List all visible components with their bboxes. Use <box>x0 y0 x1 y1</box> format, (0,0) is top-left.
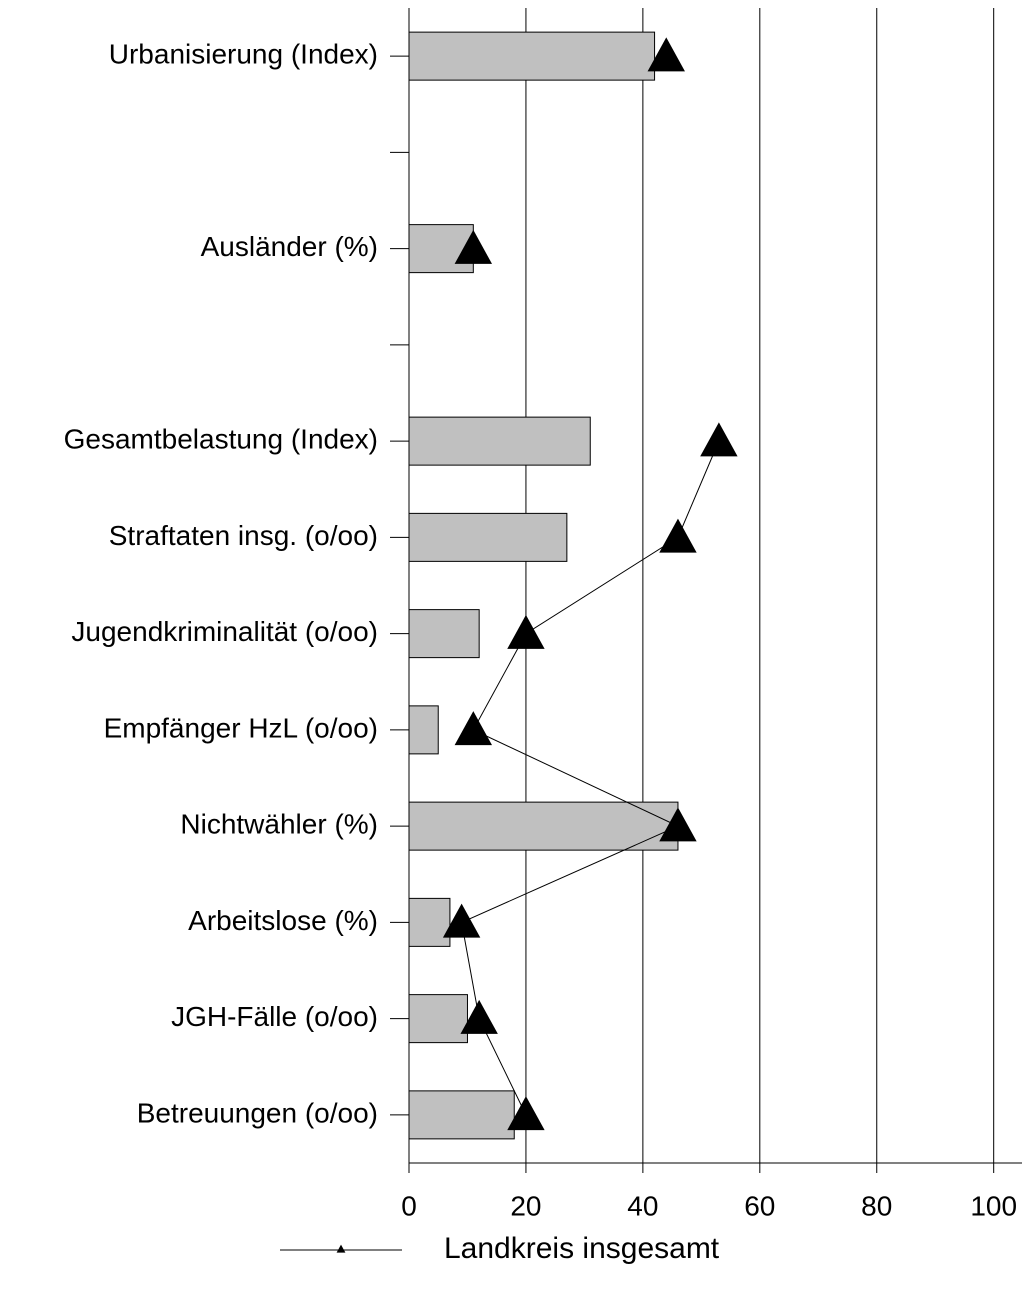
y-tick-label: Ausländer (%) <box>201 231 378 262</box>
triangle-marker <box>659 518 697 553</box>
triangle-marker <box>454 229 493 264</box>
bar <box>408 801 679 851</box>
triangle-marker <box>460 999 498 1034</box>
series-line <box>461 440 720 1116</box>
y-tick-label: JGH-Fälle (o/oo) <box>171 1001 378 1032</box>
y-tick-label: Arbeitslose (%) <box>188 905 378 936</box>
bar <box>408 224 474 274</box>
y-tick-label: Betreuungen (o/oo) <box>137 1097 378 1128</box>
bar <box>408 994 468 1044</box>
y-tick-label: Straftaten insg. (o/oo) <box>109 520 378 551</box>
bar <box>408 31 656 81</box>
triangle-marker <box>442 903 481 938</box>
y-tick-label: Empfänger HzL (o/oo) <box>104 712 378 743</box>
x-tick-label: 20 <box>510 1190 541 1221</box>
x-tick-label: 60 <box>744 1190 775 1221</box>
triangle-marker <box>647 37 685 72</box>
x-tick-label: 0 <box>401 1190 417 1221</box>
x-tick-label: 40 <box>627 1190 658 1221</box>
legend-label: Landkreis insgesamt <box>444 1232 720 1265</box>
triangle-marker <box>700 422 738 457</box>
y-tick-label: Jugendkriminalität (o/oo) <box>71 616 378 647</box>
x-tick-label: 100 <box>970 1190 1017 1221</box>
triangle-marker <box>659 807 697 842</box>
bar <box>408 416 591 466</box>
y-tick-label: Gesamtbelastung (Index) <box>64 424 378 455</box>
bar <box>408 609 480 659</box>
bar <box>408 705 439 755</box>
triangle-marker <box>507 1096 545 1131</box>
triangle-marker <box>454 711 493 746</box>
y-tick-label: Nichtwähler (%) <box>180 809 378 840</box>
x-tick-label: 80 <box>861 1190 892 1221</box>
triangle-marker <box>507 614 545 649</box>
legend-marker <box>336 1244 346 1253</box>
bar <box>408 1090 515 1140</box>
bar <box>408 897 451 947</box>
y-tick-label: Urbanisierung (Index) <box>109 39 378 70</box>
bar <box>408 512 568 562</box>
